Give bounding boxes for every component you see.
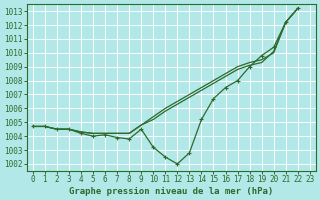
X-axis label: Graphe pression niveau de la mer (hPa): Graphe pression niveau de la mer (hPa) <box>69 187 274 196</box>
